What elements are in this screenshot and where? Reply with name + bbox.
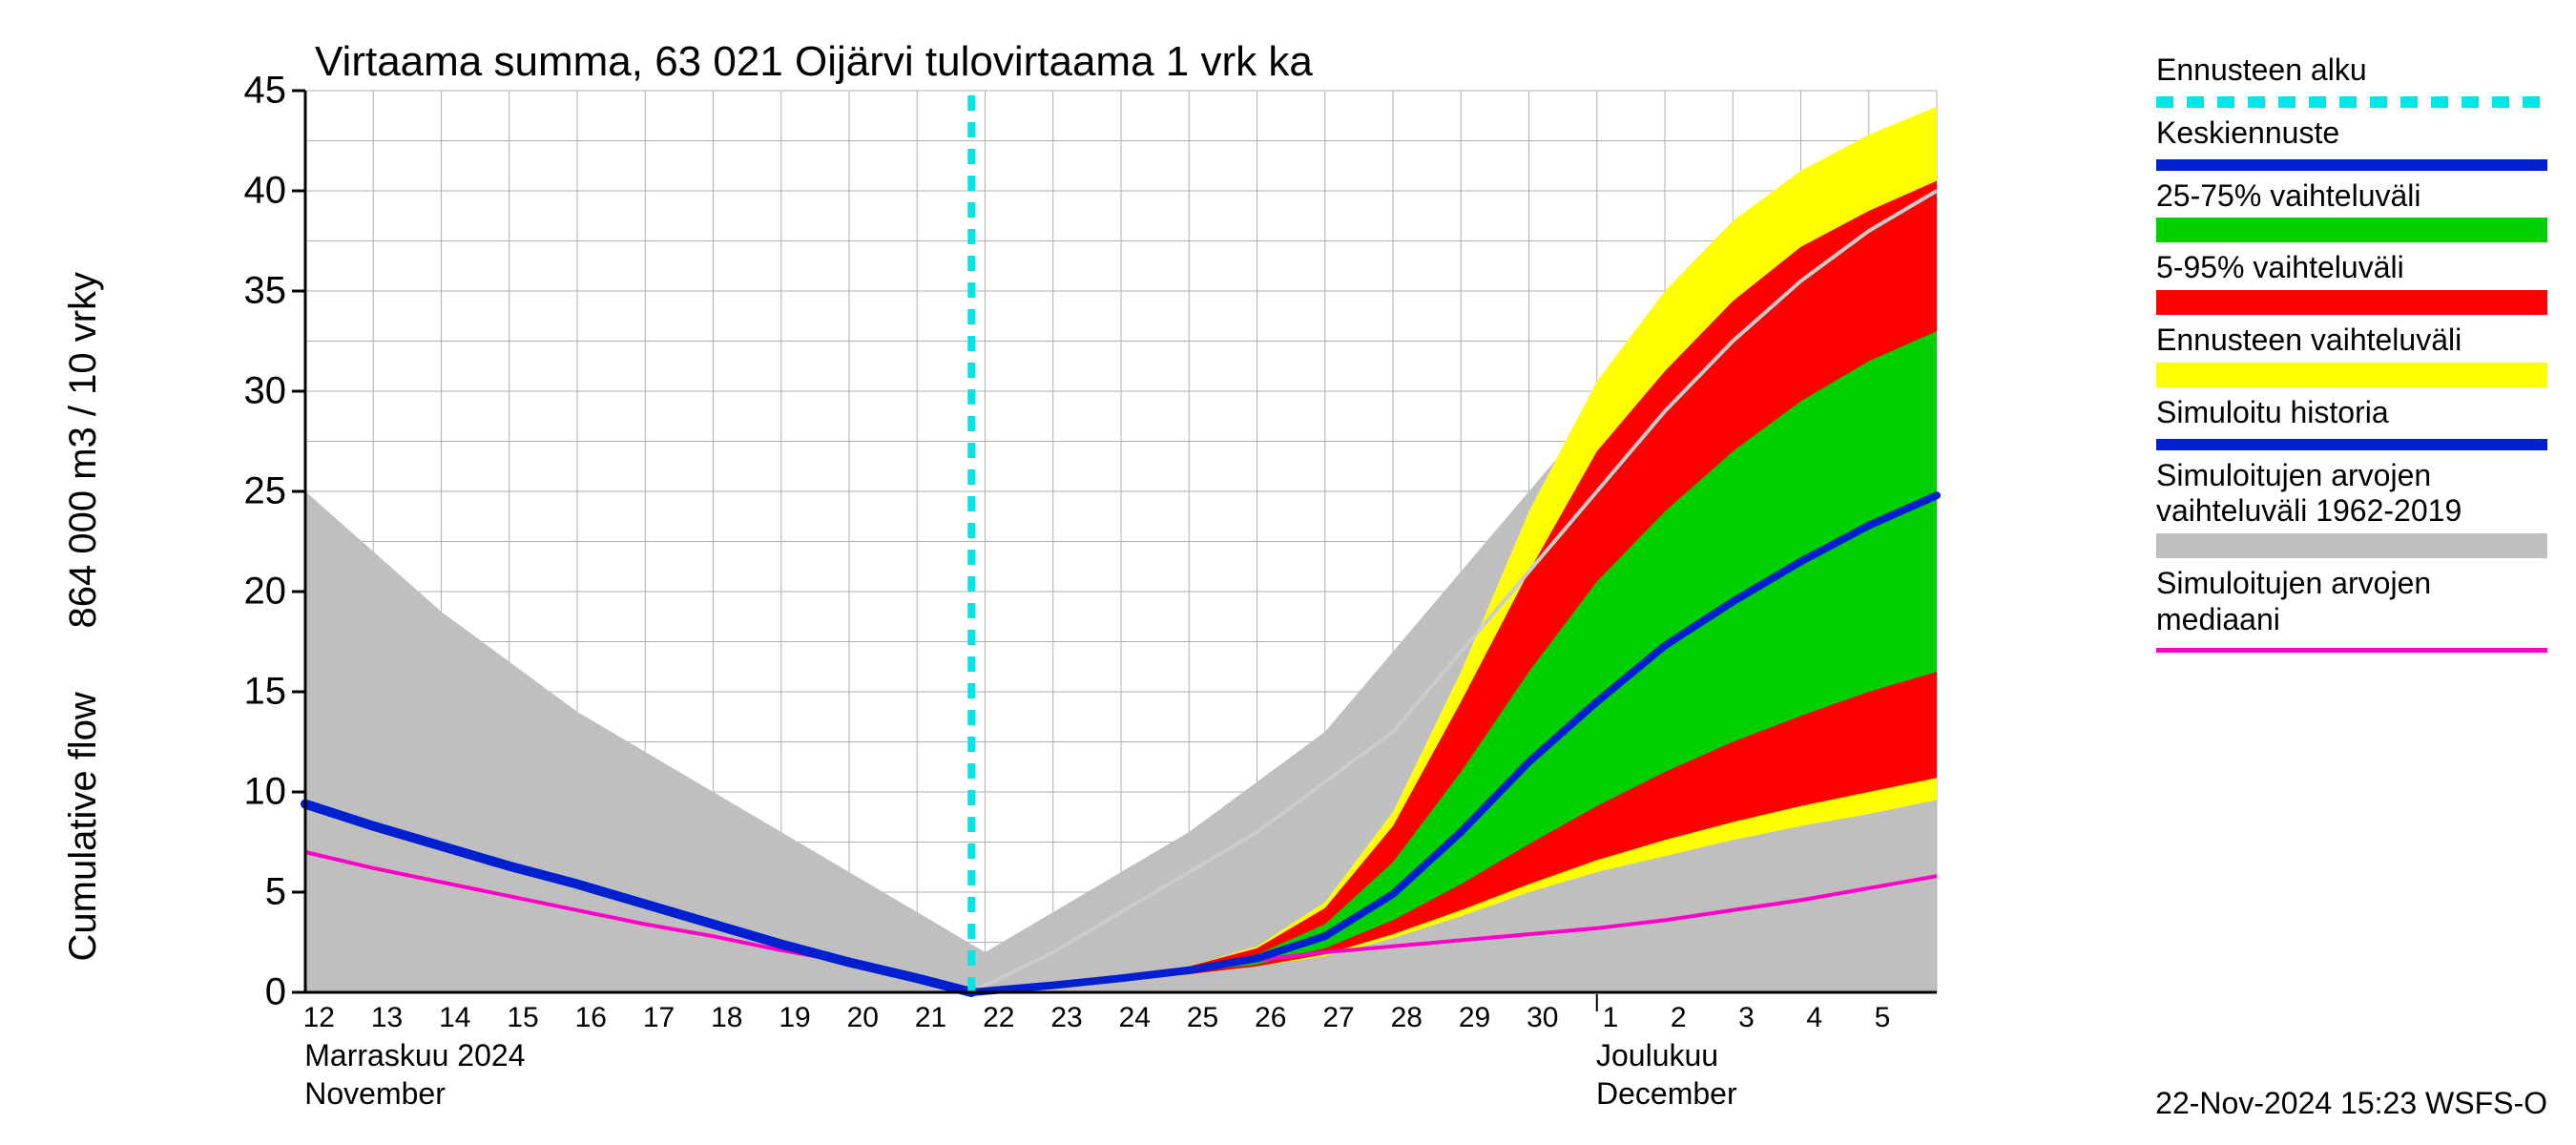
x-tick: 26: [1255, 1002, 1286, 1034]
legend-label: 25-75% vaihteluväli: [2156, 178, 2547, 215]
x-tick: 17: [643, 1002, 675, 1034]
chart-container: Virtaama summa, 63 021 Oijärvi tulovirta…: [0, 0, 2576, 1145]
y-tick: 25: [200, 470, 286, 513]
legend-label: Ennusteen alku: [2156, 52, 2547, 89]
legend-label: Simuloitujen arvojen vaihteluväli 1962-2…: [2156, 458, 2547, 531]
ylabel-line2: 864 000 m3 / 10 vrky: [62, 272, 104, 629]
legend-swatch: [2156, 439, 2547, 450]
x-tick: 25: [1187, 1002, 1218, 1034]
x-tick: 28: [1391, 1002, 1423, 1034]
x-tick: 23: [1050, 1002, 1082, 1034]
x-tick: 30: [1527, 1002, 1558, 1034]
y-tick: 35: [200, 270, 286, 313]
x-month-label: Marraskuu 2024: [304, 1038, 525, 1073]
legend-swatch: [2156, 218, 2547, 242]
x-tick: 5: [1875, 1002, 1891, 1034]
x-tick: 22: [983, 1002, 1014, 1034]
x-tick: 20: [847, 1002, 879, 1034]
legend-swatch: [2156, 363, 2547, 387]
ylabel-line1: Cumulative flow: [62, 692, 104, 961]
legend-entry: Simuloitu historia: [2156, 395, 2547, 450]
legend-label: Keskiennuste: [2156, 115, 2547, 152]
footer-timestamp: 22-Nov-2024 15:23 WSFS-O: [2155, 1086, 2547, 1121]
x-month-label: Joulukuu: [1596, 1038, 1718, 1073]
x-tick: 18: [711, 1002, 742, 1034]
legend-entry: Simuloitujen arvojen mediaani: [2156, 566, 2547, 653]
legend-swatch: [2156, 96, 2547, 108]
x-tick: 3: [1738, 1002, 1755, 1034]
legend-label: 5-95% vaihteluväli: [2156, 250, 2547, 286]
y-tick: 5: [200, 871, 286, 914]
legend-label: Simuloitujen arvojen mediaani: [2156, 566, 2547, 638]
x-tick: 27: [1322, 1002, 1354, 1034]
legend-label: Ennusteen vaihteluväli: [2156, 323, 2547, 359]
legend-swatch: [2156, 533, 2547, 558]
x-month-label-en: November: [304, 1076, 446, 1112]
plot-area: [286, 72, 1956, 1011]
y-tick: 45: [200, 70, 286, 113]
x-tick: 21: [915, 1002, 946, 1034]
x-tick: 12: [303, 1002, 335, 1034]
y-tick: 20: [200, 571, 286, 614]
y-tick: 40: [200, 170, 286, 213]
legend-swatch: [2156, 648, 2547, 653]
legend: Ennusteen alku Keskiennuste 25-75% vaihtel…: [2156, 52, 2547, 660]
legend-swatch: [2156, 159, 2547, 171]
x-tick: 1: [1603, 1002, 1619, 1034]
x-tick: 13: [371, 1002, 403, 1034]
x-tick: 29: [1459, 1002, 1490, 1034]
x-tick: 19: [779, 1002, 810, 1034]
y-tick: 15: [200, 671, 286, 714]
x-tick: 16: [575, 1002, 607, 1034]
legend-entry: Ennusteen vaihteluväli: [2156, 323, 2547, 387]
legend-swatch: [2156, 290, 2547, 315]
x-tick: 24: [1119, 1002, 1151, 1034]
legend-entry: Simuloitujen arvojen vaihteluväli 1962-2…: [2156, 458, 2547, 559]
legend-label: Simuloitu historia: [2156, 395, 2547, 431]
x-tick: 15: [507, 1002, 538, 1034]
y-tick: 0: [200, 971, 286, 1014]
x-tick: 14: [439, 1002, 470, 1034]
x-tick: 2: [1671, 1002, 1687, 1034]
legend-entry: 25-75% vaihteluväli: [2156, 178, 2547, 243]
x-month-label-en: December: [1596, 1076, 1737, 1112]
x-tick: 4: [1806, 1002, 1822, 1034]
y-tick: 30: [200, 370, 286, 413]
legend-entry: Keskiennuste: [2156, 115, 2547, 171]
legend-entry: Ennusteen alku: [2156, 52, 2547, 108]
y-tick: 10: [200, 771, 286, 814]
legend-entry: 5-95% vaihteluväli: [2156, 250, 2547, 315]
y-axis-label: Cumulative flow 864 000 m3 / 10 vrky: [62, 272, 105, 962]
